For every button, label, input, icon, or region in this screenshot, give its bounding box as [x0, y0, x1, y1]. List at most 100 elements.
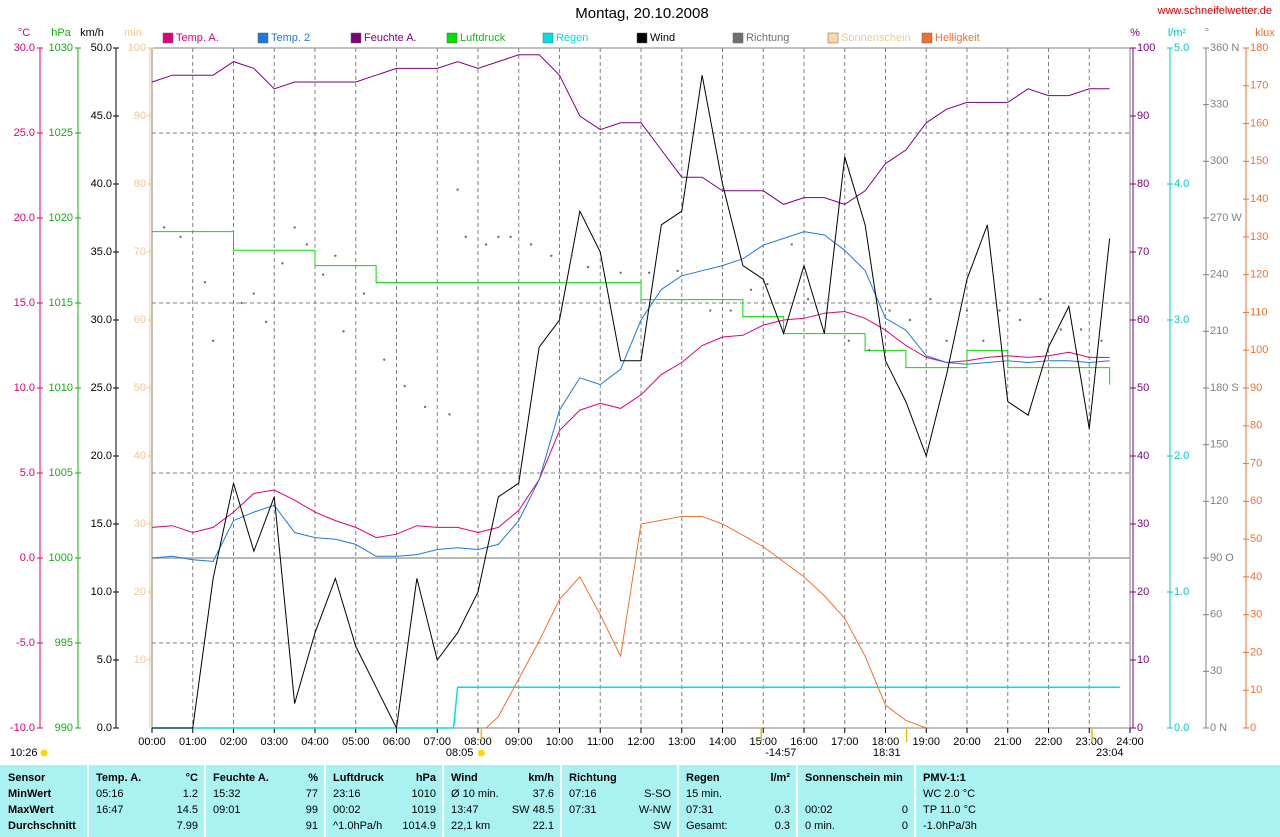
y-tick-label: 0	[1137, 722, 1143, 734]
x-tick-label: 21:00	[994, 736, 1022, 748]
y-tick-label: 70	[1250, 457, 1262, 469]
direction-dot	[1018, 318, 1022, 322]
stats-value: 1019	[412, 804, 436, 816]
legend-swatch	[446, 32, 458, 44]
y-tick-label: 90	[1137, 110, 1149, 122]
x-tick-label: 07:00	[423, 736, 451, 748]
legend-swatch	[542, 32, 554, 44]
stats-cell: -1.0hPa/3h	[923, 820, 977, 832]
y-tick-label: 1025	[49, 127, 73, 139]
series-line	[151, 231, 1110, 562]
direction-dot	[749, 288, 753, 291]
y-tick-label: 25.0	[14, 127, 35, 139]
y-tick-label: 60	[134, 314, 146, 326]
stats-cell: 00:02	[805, 804, 833, 816]
stats-unit: l/m²	[770, 772, 790, 784]
y-tick-label: 1020	[49, 212, 73, 224]
stats-value: 1.2	[183, 788, 198, 800]
stats-row-label: MinWert	[8, 788, 52, 800]
y-tick-label: 180	[1250, 42, 1268, 54]
direction-dot	[676, 269, 679, 273]
y-tick-label: 90 O	[1210, 552, 1234, 564]
y-tick-label: 50	[1137, 382, 1149, 394]
y-tick-label: 140	[1250, 193, 1268, 205]
x-tick-label: 23:00	[1075, 736, 1103, 748]
y-tick-label: 1010	[49, 382, 73, 394]
stats-cell: Gesamt:	[686, 820, 728, 832]
direction-dot	[806, 298, 810, 301]
y-tick-label: 60	[1250, 495, 1262, 507]
stats-header: Regen	[686, 772, 720, 784]
y-tick-label: 35.0	[91, 246, 112, 258]
direction-dot	[908, 318, 912, 322]
y-tick-label: 300	[1210, 155, 1228, 167]
y-tick-label: 0.0	[97, 722, 112, 734]
direction-dot	[163, 226, 166, 229]
stats-value: 14.5	[177, 804, 198, 816]
y-tick-label: -10.0	[10, 722, 35, 734]
x-tick-label: 02:00	[220, 736, 248, 748]
y-tick-label: 10	[1137, 654, 1149, 666]
y-tick-label: 20.0	[14, 212, 35, 224]
series-line	[485, 515, 927, 729]
stats-value: 0.3	[775, 820, 790, 832]
stats-cell: 15:32	[213, 788, 241, 800]
series-line	[151, 310, 1110, 539]
y-tick-label: 3.0	[1174, 314, 1189, 326]
axis-unit: klux	[1255, 27, 1275, 39]
x-tick-label: 05:00	[342, 736, 370, 748]
y-tick-label: 100	[1137, 42, 1155, 54]
x-tick-label: 15:00	[749, 736, 777, 748]
stats-cell: 22,1 km	[451, 820, 490, 832]
y-tick-label: 0.0	[20, 552, 35, 564]
stats-cell: 13:47	[451, 804, 479, 816]
y-tick-label: 30.0	[91, 314, 112, 326]
direction-dot	[240, 301, 243, 305]
y-tick-label: 80	[1137, 178, 1149, 190]
direction-dot	[1100, 339, 1103, 342]
y-tick-label: 50	[1250, 533, 1262, 545]
legend-swatch	[162, 32, 174, 44]
series-line	[152, 686, 1120, 729]
y-tick-label: 30	[1250, 609, 1262, 621]
axis-unit: %	[1130, 27, 1140, 39]
axis-unit: l/m²	[1168, 27, 1187, 39]
y-tick-label: 10.0	[91, 586, 112, 598]
legend-label: Regen	[556, 32, 588, 44]
stats-header: Sonnenschein min	[805, 772, 903, 784]
direction-dot	[619, 271, 622, 274]
y-tick-label: -5.0	[16, 637, 35, 649]
y-tick-label: 20	[1137, 586, 1149, 598]
direction-dot	[998, 309, 1001, 312]
y-tick-label: 90	[1250, 382, 1262, 394]
direction-dot	[293, 226, 296, 229]
stats-value: 7.99	[177, 820, 198, 832]
stats-unit: %	[308, 772, 318, 784]
direction-dot	[252, 292, 256, 295]
y-tick-label: 30.0	[14, 42, 35, 54]
axis-unit: min	[124, 27, 142, 39]
direction-dot	[264, 320, 268, 324]
legend-swatch	[350, 32, 362, 44]
direction-dot	[847, 339, 851, 342]
y-tick-label: 5.0	[20, 467, 35, 479]
direction-dot	[1039, 298, 1042, 301]
direction-dot	[1059, 328, 1062, 331]
x-tick-label: 08:00	[464, 736, 492, 748]
stats-value: 77	[306, 788, 318, 800]
axis-unit: km/h	[80, 27, 104, 39]
x-tick-label: 01:00	[179, 736, 207, 748]
y-tick-label: 100	[1250, 344, 1268, 356]
x-tick-label: 22:00	[1035, 736, 1063, 748]
stats-row-label: MaxWert	[8, 804, 54, 816]
y-tick-label: 50	[134, 382, 146, 394]
direction-dot	[484, 243, 488, 246]
stats-value: 1010	[412, 788, 436, 800]
y-tick-label: 60	[1137, 314, 1149, 326]
direction-dot	[321, 273, 325, 276]
y-tick-label: 5.0	[97, 654, 112, 666]
y-tick-label: 20.0	[91, 450, 112, 462]
y-tick-label: 15.0	[91, 518, 112, 530]
direction-dot	[982, 339, 985, 342]
